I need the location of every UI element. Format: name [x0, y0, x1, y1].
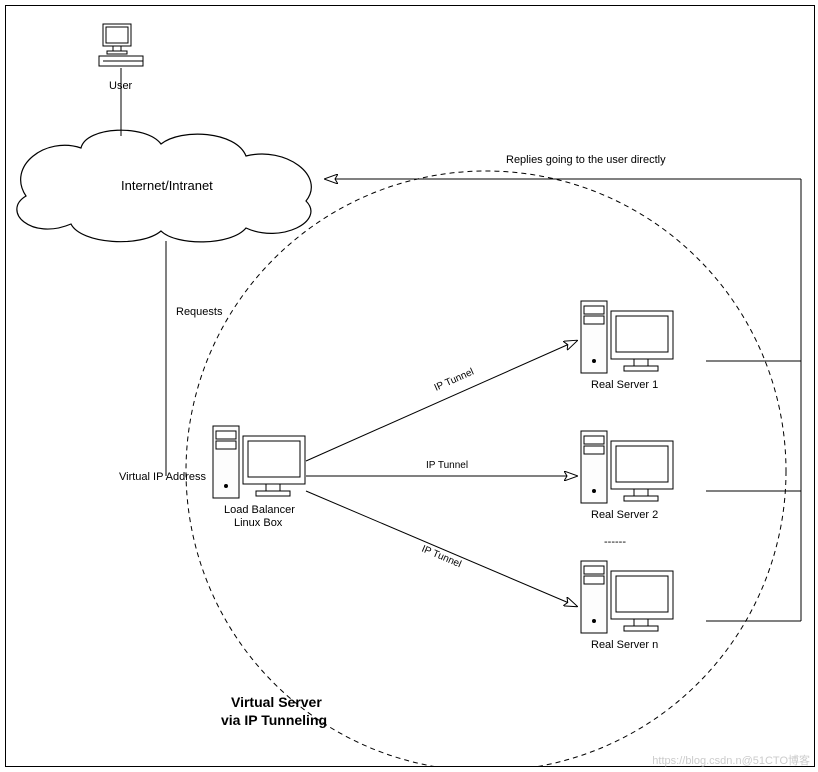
tunnel-label-2: IP Tunnel	[426, 460, 468, 471]
edge-lb-rs1	[306, 341, 576, 461]
edge-reply	[326, 179, 801, 621]
watermark-text: https://blog.csdn.n@51CTO博客	[652, 752, 810, 768]
user-pc-icon	[99, 24, 143, 66]
title-line-1: Virtual Server	[231, 694, 322, 710]
diagram-frame: IP Tunnel IP Tunnel IP Tunnel User Inter…	[5, 5, 815, 767]
tunnel-label-3: IP Tunnel	[420, 544, 463, 571]
real-server-2-icon	[581, 431, 673, 503]
edge-lb-rsn	[306, 491, 576, 606]
load-balancer-icon	[213, 426, 305, 498]
real-server-1-icon	[581, 301, 673, 373]
rsn-label: Real Server n	[591, 639, 658, 651]
reply-label: Replies going to the user directly	[506, 154, 666, 166]
user-label: User	[109, 80, 132, 92]
requests-label: Requests	[176, 306, 222, 318]
vip-label: Virtual IP Address	[119, 471, 206, 483]
rs1-label: Real Server 1	[591, 379, 658, 391]
lb-label-1: Load Balancer	[224, 504, 295, 516]
lb-label-2: Linux Box	[234, 517, 282, 529]
rs2-label: Real Server 2	[591, 509, 658, 521]
tunnel-label-1: IP Tunnel	[433, 367, 476, 394]
ellipsis-label: ------	[604, 536, 626, 548]
cloud-label: Internet/Intranet	[121, 178, 213, 193]
title-line-2: via IP Tunneling	[221, 712, 327, 728]
diagram-svg: IP Tunnel IP Tunnel IP Tunnel	[6, 6, 814, 766]
real-server-n-icon	[581, 561, 673, 633]
